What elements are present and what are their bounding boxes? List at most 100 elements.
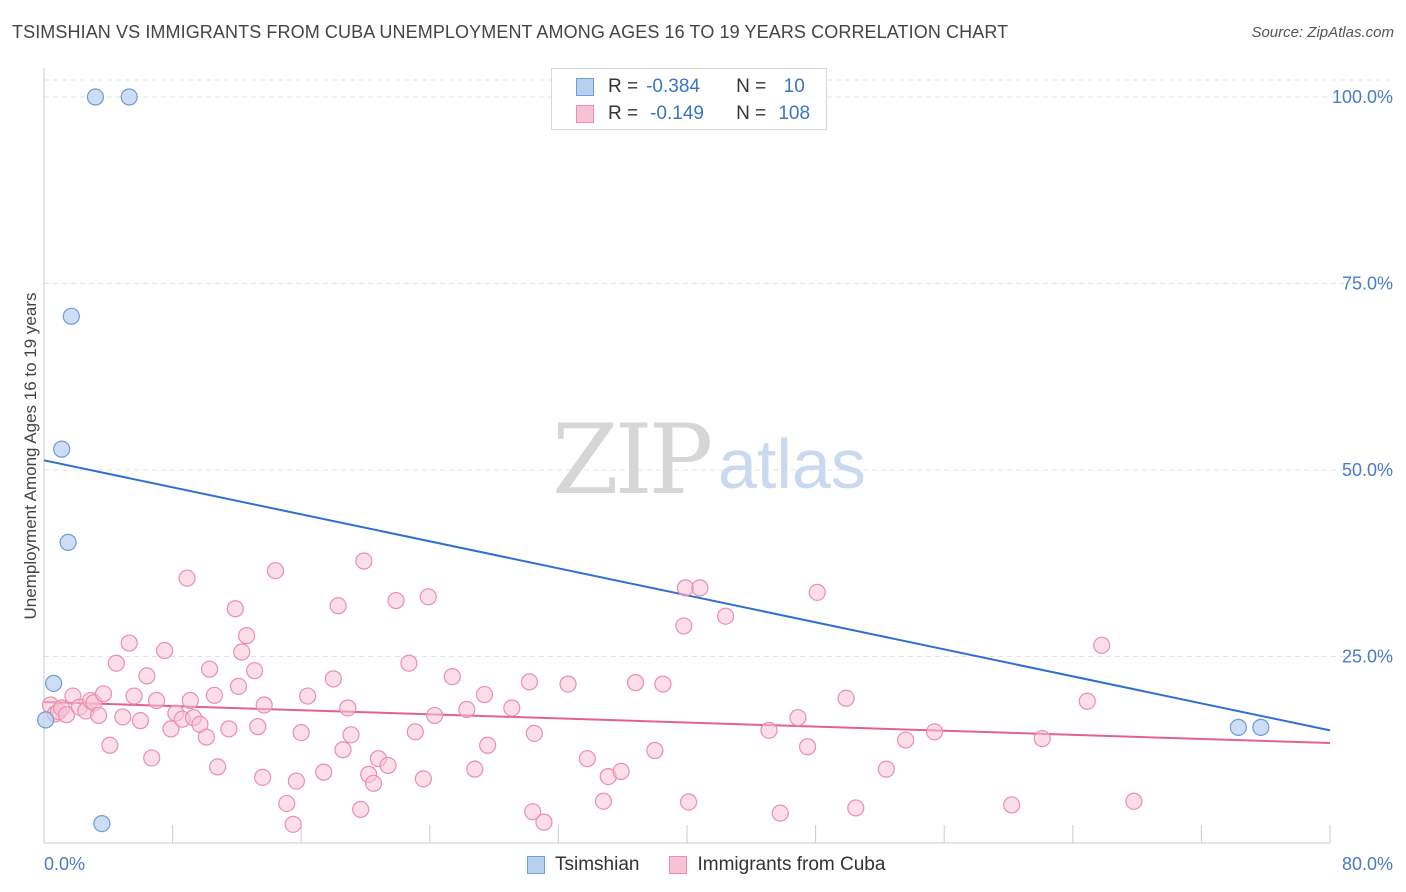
cuba-point xyxy=(226,600,244,618)
cuba-point xyxy=(292,723,310,742)
cuba-point xyxy=(278,794,296,813)
cuba-point xyxy=(329,597,347,615)
cuba-point xyxy=(334,741,352,759)
cuba-point xyxy=(299,687,317,705)
cuba-point xyxy=(771,804,789,822)
cuba-point xyxy=(131,712,150,730)
cuba-point xyxy=(120,634,138,652)
x-tick-label: 80.0% xyxy=(1342,854,1393,874)
y-tick-label: 100.0% xyxy=(1332,87,1393,107)
cuba-point xyxy=(1003,796,1021,814)
y-tick-label: 25.0% xyxy=(1342,647,1393,667)
cuba-point xyxy=(229,677,248,695)
cuba-point xyxy=(178,569,196,587)
tsimshian-point xyxy=(93,815,111,833)
cuba-point xyxy=(342,726,360,744)
cuba-point xyxy=(676,579,694,597)
source-label: Source: ZipAtlas.com xyxy=(1251,24,1394,41)
cuba-point xyxy=(426,706,444,725)
cuba-point xyxy=(387,591,405,610)
cuba-trend-line xyxy=(43,701,1331,745)
cuba-point xyxy=(147,691,166,710)
cuba-point xyxy=(675,617,693,635)
watermark-zip: ZIP xyxy=(552,404,711,516)
tsimshian-point xyxy=(53,440,71,458)
legend-label-cuba: Immigrants from Cuba xyxy=(697,854,886,875)
cuba-points xyxy=(41,552,1143,833)
cuba-point xyxy=(245,662,264,680)
cuba-point xyxy=(237,627,256,645)
cuba-point xyxy=(503,699,521,717)
cuba-point xyxy=(760,721,778,739)
cuba-point xyxy=(197,728,215,746)
r-label: R = xyxy=(608,103,639,124)
cuba-point xyxy=(837,689,855,707)
cuba-point xyxy=(808,583,826,601)
cuba-point xyxy=(233,643,251,661)
series-legend: Tsimshian Immigrants from Cuba xyxy=(527,852,915,878)
cuba-point xyxy=(654,675,672,693)
cuba-point xyxy=(200,660,219,678)
cuba-point xyxy=(107,654,125,672)
cuba-point xyxy=(419,588,437,606)
cuba-point xyxy=(897,731,915,749)
n-value: 108 xyxy=(778,103,811,124)
tsimshian-point xyxy=(37,711,55,729)
cuba-point xyxy=(324,670,342,688)
cuba-point xyxy=(443,668,461,686)
cuba-point xyxy=(680,793,698,811)
cuba-point xyxy=(209,758,227,776)
r-label: R = xyxy=(608,76,639,97)
cuba-point xyxy=(284,815,302,833)
cuba-point xyxy=(406,723,424,741)
stats-legend: R = -0.384 N = 10 R = -0.149 N = 108 xyxy=(551,68,827,130)
cuba-point xyxy=(249,718,267,736)
cuba-point xyxy=(114,708,132,726)
y-tick-label: 50.0% xyxy=(1342,460,1393,480)
cuba-point xyxy=(535,813,553,831)
legend-item-cuba[interactable]: Immigrants from Cuba xyxy=(669,854,885,876)
cuba-point xyxy=(315,763,333,781)
cuba-point xyxy=(520,673,539,691)
cuba-point xyxy=(287,772,305,790)
n-label: N = xyxy=(736,103,767,124)
cuba-point xyxy=(877,760,895,778)
cuba-point xyxy=(626,674,645,692)
cuba-point xyxy=(181,691,199,710)
chart-title: TSIMSHIAN VS IMMIGRANTS FROM CUBA UNEMPL… xyxy=(12,22,1009,42)
grid-lines xyxy=(44,79,1392,657)
cuba-point xyxy=(479,736,497,754)
r-value: -0.149 xyxy=(650,103,704,124)
cuba-swatch xyxy=(576,105,594,123)
stats-row-cuba: R = -0.149 N = 108 xyxy=(576,101,814,127)
tsimshian-point xyxy=(1229,718,1247,736)
cuba-point xyxy=(524,803,542,821)
cuba-point xyxy=(364,774,383,792)
cuba-point xyxy=(220,720,238,738)
cuba-point xyxy=(101,736,119,754)
cuba-point xyxy=(94,685,113,703)
stats-row-tsimshian: R = -0.384 N = 10 xyxy=(576,74,814,100)
y-axis-label: Unemployment Among Ages 16 to 19 years xyxy=(21,293,40,620)
cuba-point xyxy=(646,741,664,760)
cuba-point xyxy=(691,579,709,597)
r-value: -0.384 xyxy=(646,76,700,97)
tsimshian-point xyxy=(45,674,63,692)
cuba-point xyxy=(716,607,735,625)
cuba-point xyxy=(559,675,577,693)
cuba-point xyxy=(90,706,108,725)
cuba-point xyxy=(400,654,418,672)
watermark: ZIP atlas xyxy=(552,404,866,516)
cuba-point xyxy=(798,738,817,756)
tick-labels: 25.0% 50.0% 75.0% 100.0% 0.0% 80.0% xyxy=(44,87,1393,874)
tsimshian-point xyxy=(62,307,80,325)
watermark-atlas: atlas xyxy=(718,425,866,503)
legend-label-tsimshian: Tsimshian xyxy=(555,854,640,875)
cuba-point xyxy=(254,768,272,786)
cuba-point xyxy=(125,687,143,705)
cuba-point xyxy=(143,749,161,767)
cuba-point xyxy=(379,756,397,775)
y-tick-label: 75.0% xyxy=(1342,274,1393,294)
cuba-point xyxy=(255,696,273,714)
legend-item-tsimshian[interactable]: Tsimshian xyxy=(527,854,639,876)
